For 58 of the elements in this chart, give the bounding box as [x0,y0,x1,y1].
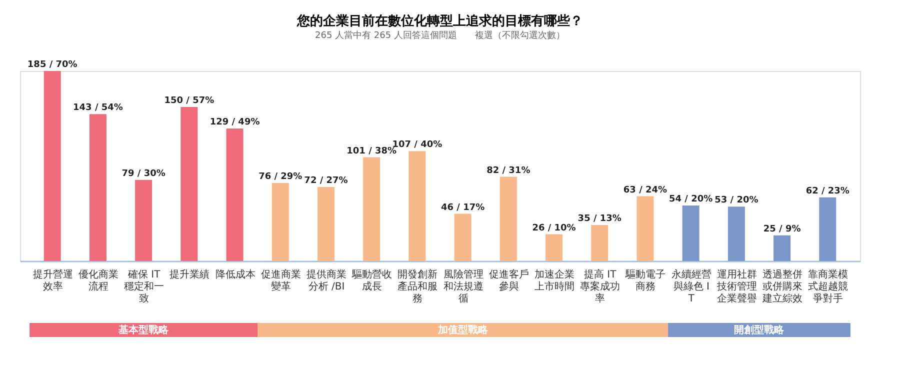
data-label: 82 / 31% [486,166,530,176]
x-tick-label: 促進商業變革 [260,268,301,292]
bar [44,71,61,261]
text: 基本型戰略 [118,324,170,336]
data-label: 54 / 20% [669,194,713,205]
x-tick-label: 加速企業上市時間 [534,268,575,292]
data-label: 129 / 49% [210,118,260,128]
x-tick-label: 促進客戶參與 [488,268,529,292]
data-label: 101 / 38% [346,146,397,156]
data-label: 26 / 10% [532,223,576,234]
x-tick-label: 運用社群技術管理企業聲譽 [716,268,757,304]
data-label: 25 / 9% [763,224,801,234]
chart-subtitle: 265 人當中有 265 人回答這個問題 複選（不限勾選次數） [315,30,565,41]
bar [272,182,289,261]
text: 加值型戰略 [436,324,489,336]
data-label: 76 / 29% [258,172,302,182]
bar [636,196,654,261]
bar [180,106,198,261]
data-label: 150 / 57% [164,96,214,106]
data-label: 35 / 13% [578,214,622,224]
bar [500,176,517,261]
bar [591,225,608,261]
bar [454,214,472,261]
bar [546,234,563,261]
bar [135,180,152,261]
x-tick-label: 驅動營收成長 [351,268,392,292]
data-label: 72 / 27% [304,176,348,186]
bar [226,128,244,261]
x-tick-label: 提升業績 [170,268,210,280]
x-tick-label: 提高 IT 專案成功率 [580,268,620,304]
x-tick-label: 降低成本 [215,268,256,280]
bar [317,187,334,261]
data-label: 46 / 17% [440,202,485,213]
bar [682,206,700,261]
x-tick-label: 靠商業模式超越競爭對手 [808,268,848,304]
x-tick-label: 透過整併或併購來建立綜效 [762,268,803,304]
bar [363,157,380,261]
x-tick-label: 提升營運效率 [32,268,73,292]
data-label: 63 / 24% [623,185,668,196]
x-tick-label: 優化商業流程 [78,268,118,292]
x-tick-label: 開發創新產品和服務 [398,268,438,304]
bar [774,235,791,261]
data-label: 143 / 54% [73,103,123,114]
x-tick-label: 永續經營與綠色 IT [671,268,712,304]
x-tick-label: 確保 IT 穩定和一致 [124,270,164,304]
data-label: 79 / 30% [122,168,166,179]
chart-title: 您的企業目前在數位化轉型上追求的目標有哪些？ [296,13,583,29]
data-label: 185 / 70% [27,60,78,70]
x-tick-label: 風險管理和法規遵循 [443,268,484,304]
bar [819,197,836,261]
x-tick-label: 提供商業分析 /BI [306,268,346,292]
data-label: 62 / 23% [806,186,850,196]
bar [89,114,106,261]
text: 開創型戰略 [734,324,786,336]
x-tick-label: 驅動電子商務 [624,270,666,292]
data-label: 53 / 20% [714,196,758,206]
bar [728,206,745,261]
bar [408,151,426,261]
